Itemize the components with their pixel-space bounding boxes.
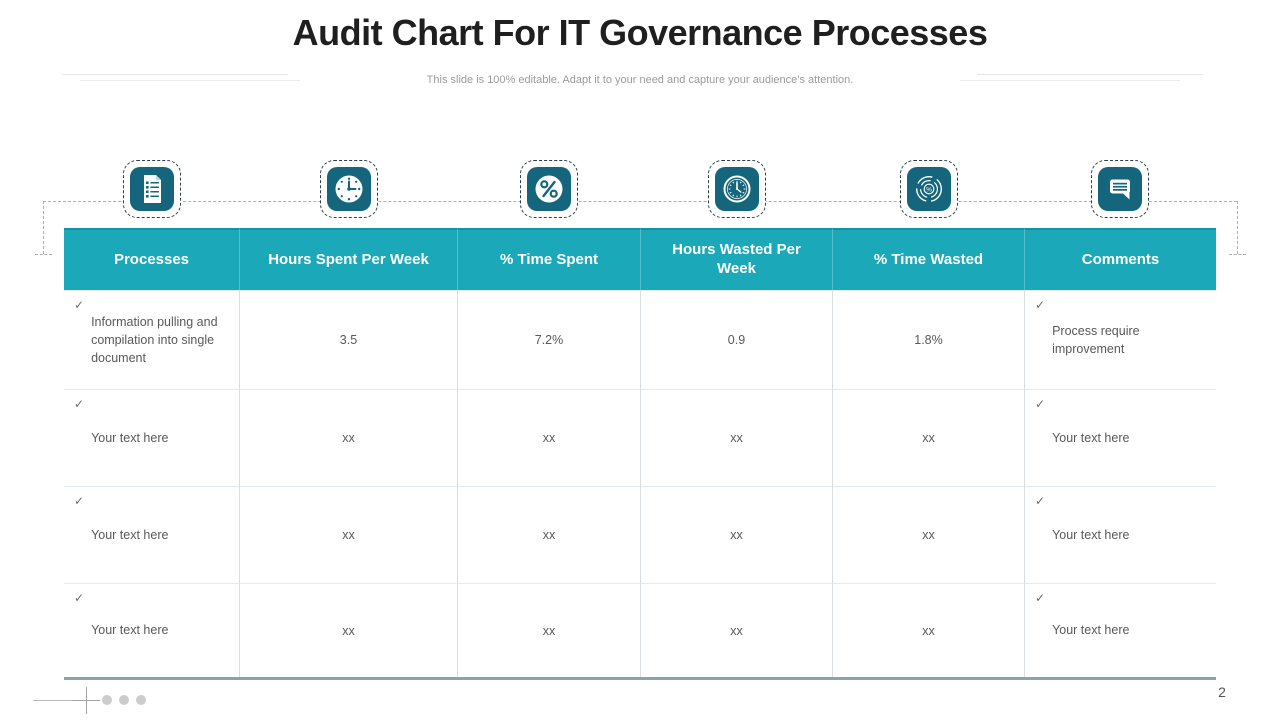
cell-hours-wasted: xx bbox=[641, 583, 833, 677]
dashed-bracket-left bbox=[43, 201, 44, 254]
cell-hours-wasted: xx bbox=[641, 486, 833, 583]
footer-dot bbox=[102, 695, 112, 705]
decor-line-left-1 bbox=[62, 74, 288, 75]
header-processes: Processes bbox=[64, 228, 240, 290]
check-icon: ✓ bbox=[1035, 298, 1046, 312]
cell-hours-spent: xx bbox=[240, 583, 458, 677]
dashed-bracket-right bbox=[1237, 201, 1238, 254]
percent-target-icon: % bbox=[907, 167, 951, 211]
dashed-connector-line bbox=[43, 201, 1237, 202]
cell-pct-wasted: xx bbox=[833, 486, 1025, 583]
process-text: Your text here bbox=[91, 527, 169, 542]
check-icon: ✓ bbox=[74, 397, 85, 411]
wall-clock-icon bbox=[715, 167, 759, 211]
cell-comment: ✓ Your text here bbox=[1025, 389, 1216, 486]
page-number: 2 bbox=[1218, 684, 1226, 700]
decor-line-left-2 bbox=[80, 80, 300, 81]
slide-subtitle: This slide is 100% editable. Adapt it to… bbox=[426, 74, 854, 86]
header-hours-spent: Hours Spent Per Week bbox=[240, 228, 458, 290]
cell-comment: ✓ Your text here bbox=[1025, 486, 1216, 583]
header-comments: Comments bbox=[1025, 228, 1216, 290]
check-icon: ✓ bbox=[1035, 591, 1046, 605]
dashed-bracket-right-tick bbox=[1229, 254, 1246, 255]
pct-spent-icon-badge bbox=[520, 160, 578, 218]
cell-hours-wasted: 0.9 bbox=[641, 290, 833, 389]
process-text: Your text here bbox=[91, 430, 169, 445]
footer-line bbox=[33, 700, 79, 701]
cell-comment: ✓ Your text here bbox=[1025, 583, 1216, 677]
header-hours-wasted: Hours Wasted Per Week bbox=[641, 228, 833, 290]
decor-line-right-1 bbox=[977, 74, 1203, 75]
cell-comment: ✓ Process require improvement bbox=[1025, 290, 1216, 389]
hours-spent-icon-badge bbox=[320, 160, 378, 218]
header-pct-wasted: % Time Wasted bbox=[833, 228, 1025, 290]
document-checklist-icon bbox=[130, 167, 174, 211]
svg-text:%: % bbox=[926, 186, 932, 193]
audit-table: Processes Hours Spent Per Week % Time Sp… bbox=[64, 228, 1216, 680]
page-title: Audit Chart For IT Governance Processes bbox=[292, 12, 988, 53]
footer-dot bbox=[119, 695, 129, 705]
check-icon: ✓ bbox=[74, 298, 85, 312]
decor-line-right-2 bbox=[960, 80, 1180, 81]
comment-text: Process require improvement bbox=[1052, 323, 1140, 356]
process-text: Your text here bbox=[91, 623, 169, 638]
footer-dot bbox=[136, 695, 146, 705]
comments-icon-badge bbox=[1091, 160, 1149, 218]
cell-pct-spent: 7.2% bbox=[458, 290, 641, 389]
cell-pct-spent: xx bbox=[458, 486, 641, 583]
hours-wasted-icon-badge bbox=[708, 160, 766, 218]
cell-hours-wasted: xx bbox=[641, 389, 833, 486]
check-icon: ✓ bbox=[74, 494, 85, 508]
comment-text: Your text here bbox=[1052, 430, 1130, 445]
check-icon: ✓ bbox=[1035, 397, 1046, 411]
crosshair-icon bbox=[86, 687, 87, 714]
cell-hours-spent: 3.5 bbox=[240, 290, 458, 389]
comment-text: Your text here bbox=[1052, 623, 1130, 638]
cell-pct-spent: xx bbox=[458, 583, 641, 677]
check-icon: ✓ bbox=[74, 591, 85, 605]
dashed-bracket-left-tick bbox=[35, 254, 52, 255]
cell-process: ✓ Information pulling and compilation in… bbox=[64, 290, 240, 389]
pct-wasted-icon-badge: % bbox=[900, 160, 958, 218]
comments-icon bbox=[1098, 167, 1142, 211]
cell-pct-wasted: 1.8% bbox=[833, 290, 1025, 389]
comment-text: Your text here bbox=[1052, 527, 1130, 542]
processes-icon-badge bbox=[123, 160, 181, 218]
cell-process: ✓ Your text here bbox=[64, 389, 240, 486]
percent-icon bbox=[527, 167, 571, 211]
cell-pct-spent: xx bbox=[458, 389, 641, 486]
cell-process: ✓ Your text here bbox=[64, 486, 240, 583]
cell-process: ✓ Your text here bbox=[64, 583, 240, 677]
process-text: Information pulling and compilation into… bbox=[91, 314, 218, 366]
cell-pct-wasted: xx bbox=[833, 583, 1025, 677]
header-pct-spent: % Time Spent bbox=[458, 228, 641, 290]
cell-hours-spent: xx bbox=[240, 486, 458, 583]
cell-pct-wasted: xx bbox=[833, 389, 1025, 486]
cell-hours-spent: xx bbox=[240, 389, 458, 486]
clock-icon bbox=[327, 167, 371, 211]
check-icon: ✓ bbox=[1035, 494, 1046, 508]
